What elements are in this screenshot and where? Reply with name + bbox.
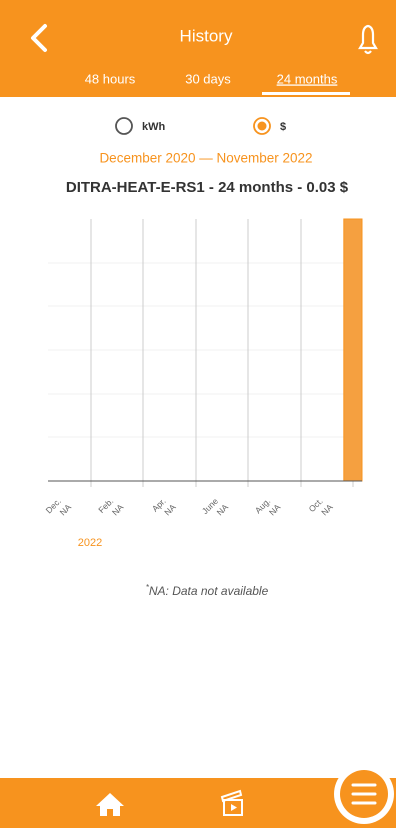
videos-button[interactable] — [220, 789, 243, 816]
header-title: History — [180, 26, 233, 45]
radio[interactable] — [253, 117, 271, 135]
radio-label: kWh — [142, 121, 166, 133]
chart-separators — [90, 219, 354, 487]
back-button[interactable] — [31, 24, 47, 52]
tab[interactable]: 48 hours — [85, 71, 136, 86]
tab[interactable]: 24 months — [277, 71, 338, 86]
nav-bar — [0, 778, 396, 828]
radio-selected — [257, 121, 267, 131]
radio[interactable] — [115, 117, 133, 135]
tab[interactable]: 30 days — [185, 71, 231, 86]
radio-label: $ — [280, 121, 286, 133]
home-button[interactable] — [96, 793, 124, 816]
bar — [343, 218, 363, 482]
footnote: *NA: Data not available — [146, 583, 269, 598]
period: December 2020 — November 2022 — [99, 151, 312, 166]
menu-icon — [351, 783, 377, 805]
notification-bell[interactable] — [358, 24, 378, 55]
footnote-text: NA: Data not available — [149, 584, 269, 598]
chart-title: DITRA-HEAT-E-RS1 - 24 months - 0.03 $ — [66, 179, 349, 196]
header-bar — [0, 0, 396, 97]
footnote-mark: * — [146, 583, 150, 592]
chart-grid — [48, 262, 362, 438]
tab-indicator — [262, 92, 350, 95]
year-label: 2022 — [78, 537, 102, 549]
